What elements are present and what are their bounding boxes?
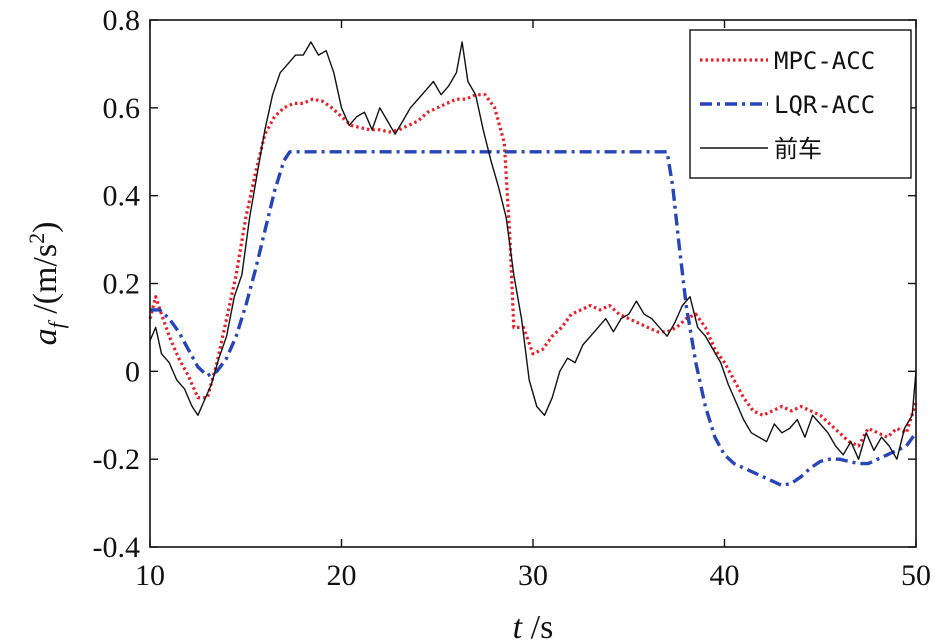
y-tick-label: 0.6 bbox=[103, 92, 141, 125]
y-tick-label: 0.4 bbox=[103, 180, 141, 213]
x-tick-label: 40 bbox=[710, 559, 740, 592]
legend-label-mpc-acc: MPC-ACC bbox=[774, 47, 875, 75]
y-tick-label: 0.8 bbox=[103, 4, 141, 37]
y-tick-label: -0.4 bbox=[93, 531, 141, 564]
x-tick-label: 20 bbox=[327, 559, 357, 592]
tick-layer: 10 20 30 40 50 -0.4 -0.2 0 0.2 0.4 0.6 0.8 bbox=[93, 4, 932, 592]
x-tick-label: 10 bbox=[135, 559, 165, 592]
x-tick-label: 30 bbox=[518, 559, 548, 592]
y-tick-label: -0.2 bbox=[93, 443, 141, 476]
series-line-mpc-acc bbox=[148, 93, 918, 448]
y-axis-label: af /(m/s2) bbox=[24, 222, 69, 346]
y-tick-label: 0 bbox=[125, 355, 140, 388]
y-tick-label: 0.2 bbox=[103, 268, 141, 301]
legend-label-front-car: 前车 bbox=[774, 135, 822, 163]
series-line-lqr-acc bbox=[150, 150, 918, 488]
legend: MPC-ACC LQR-ACC 前车 bbox=[689, 29, 912, 179]
x-tick-label: 50 bbox=[901, 559, 931, 592]
plot-frame bbox=[149, 19, 917, 548]
series-layer bbox=[148, 41, 918, 488]
x-axis-label: t /s bbox=[513, 609, 554, 643]
series-line-front-car bbox=[149, 41, 917, 460]
legend-label-lqr-acc: LQR-ACC bbox=[774, 91, 875, 119]
